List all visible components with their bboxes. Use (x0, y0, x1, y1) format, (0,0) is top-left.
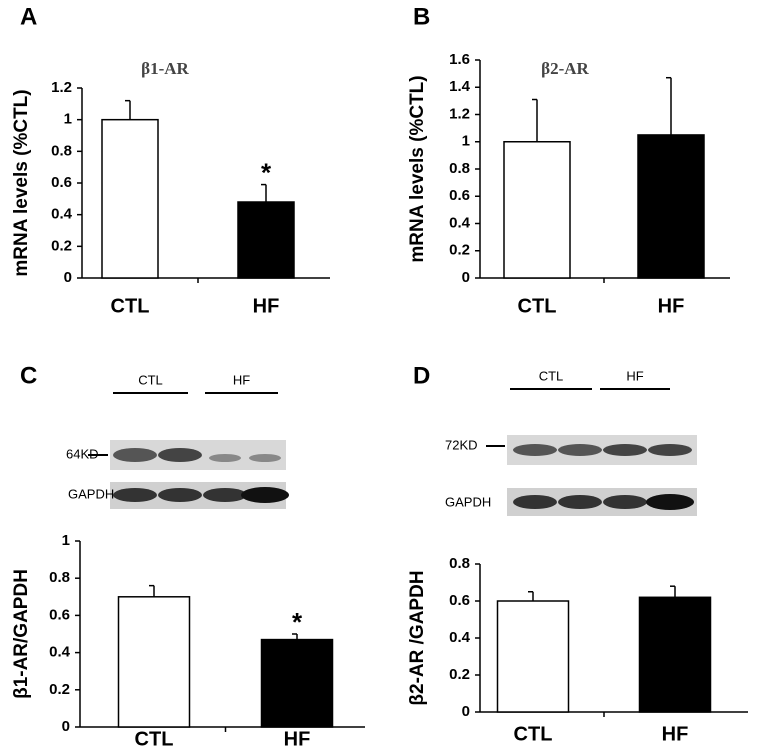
y-axis-label: mRNA levels (%CTL) (11, 89, 32, 276)
x-tick-label: CTL (518, 295, 557, 317)
blot-group-label: CTL (539, 368, 564, 383)
bar (260, 638, 334, 728)
panel-label: D (413, 362, 430, 389)
bar (503, 141, 571, 279)
y-tick-label: 0.4 (49, 644, 71, 661)
y-tick-label: 0.6 (449, 592, 470, 609)
x-tick-label: HF (662, 723, 689, 745)
blot-marker-label: 72KD (445, 437, 478, 452)
blot-loading-label: GAPDH (68, 486, 114, 501)
y-tick-label: 0.8 (449, 160, 470, 177)
y-tick-label: 1 (64, 111, 72, 128)
annotation: * (292, 607, 303, 637)
y-tick-label: 0.6 (449, 187, 470, 204)
panel-label: A (20, 3, 37, 30)
y-tick-label: 0.4 (449, 214, 471, 231)
x-tick-label: CTL (514, 723, 553, 745)
y-tick-label: 1 (62, 532, 70, 549)
bar (637, 134, 705, 279)
blot-group-label: HF (626, 368, 643, 383)
y-tick-label: 0.8 (49, 569, 70, 586)
y-tick-label: 0 (462, 269, 470, 286)
panel-label: C (20, 362, 37, 389)
y-tick-label: 0.4 (51, 206, 73, 223)
y-tick-label: 1 (462, 133, 470, 150)
y-axis-label: mRNA levels (%CTL) (407, 75, 428, 262)
y-tick-label: 1.4 (449, 78, 471, 95)
y-tick-label: 0.6 (49, 606, 70, 623)
y-tick-label: 0.6 (51, 174, 72, 191)
x-tick-label: HF (253, 295, 280, 317)
y-tick-label: 0.2 (449, 666, 470, 683)
bar (101, 118, 159, 279)
blot-loading-label: GAPDH (445, 494, 491, 509)
y-tick-label: 1.6 (449, 51, 470, 68)
x-tick-label: HF (658, 295, 685, 317)
bar (237, 201, 295, 279)
y-tick-label: 0.4 (449, 629, 471, 646)
y-axis-label: β1-AR/GAPDH (11, 569, 32, 699)
blot-group-label: HF (233, 372, 250, 387)
x-tick-label: CTL (135, 728, 174, 748)
y-tick-label: 1.2 (449, 105, 470, 122)
annotation: * (261, 157, 272, 187)
blot-group-label: CTL (138, 372, 163, 387)
y-tick-label: 0.8 (449, 555, 470, 572)
y-tick-label: 1.2 (51, 79, 72, 96)
y-axis-label: β2-AR /GAPDH (407, 570, 428, 705)
y-tick-label: 0.2 (49, 681, 70, 698)
bar (638, 596, 712, 713)
blot-d (486, 435, 697, 516)
chart-title: β2-AR (541, 59, 589, 78)
bar (496, 600, 570, 713)
bar (117, 596, 191, 728)
x-tick-label: HF (284, 728, 311, 748)
blot-c (88, 440, 289, 509)
y-tick-label: 0.2 (449, 242, 470, 259)
blot-marker-label: 64KD (66, 446, 99, 461)
chart-title: β1-AR (141, 59, 189, 78)
y-tick-label: 0.2 (51, 237, 72, 254)
y-tick-label: 0.8 (51, 142, 72, 159)
y-tick-label: 0 (462, 703, 470, 720)
y-tick-label: 0 (62, 718, 70, 735)
x-tick-label: CTL (111, 295, 150, 317)
panel-label: B (413, 3, 430, 30)
y-tick-label: 0 (64, 269, 72, 286)
